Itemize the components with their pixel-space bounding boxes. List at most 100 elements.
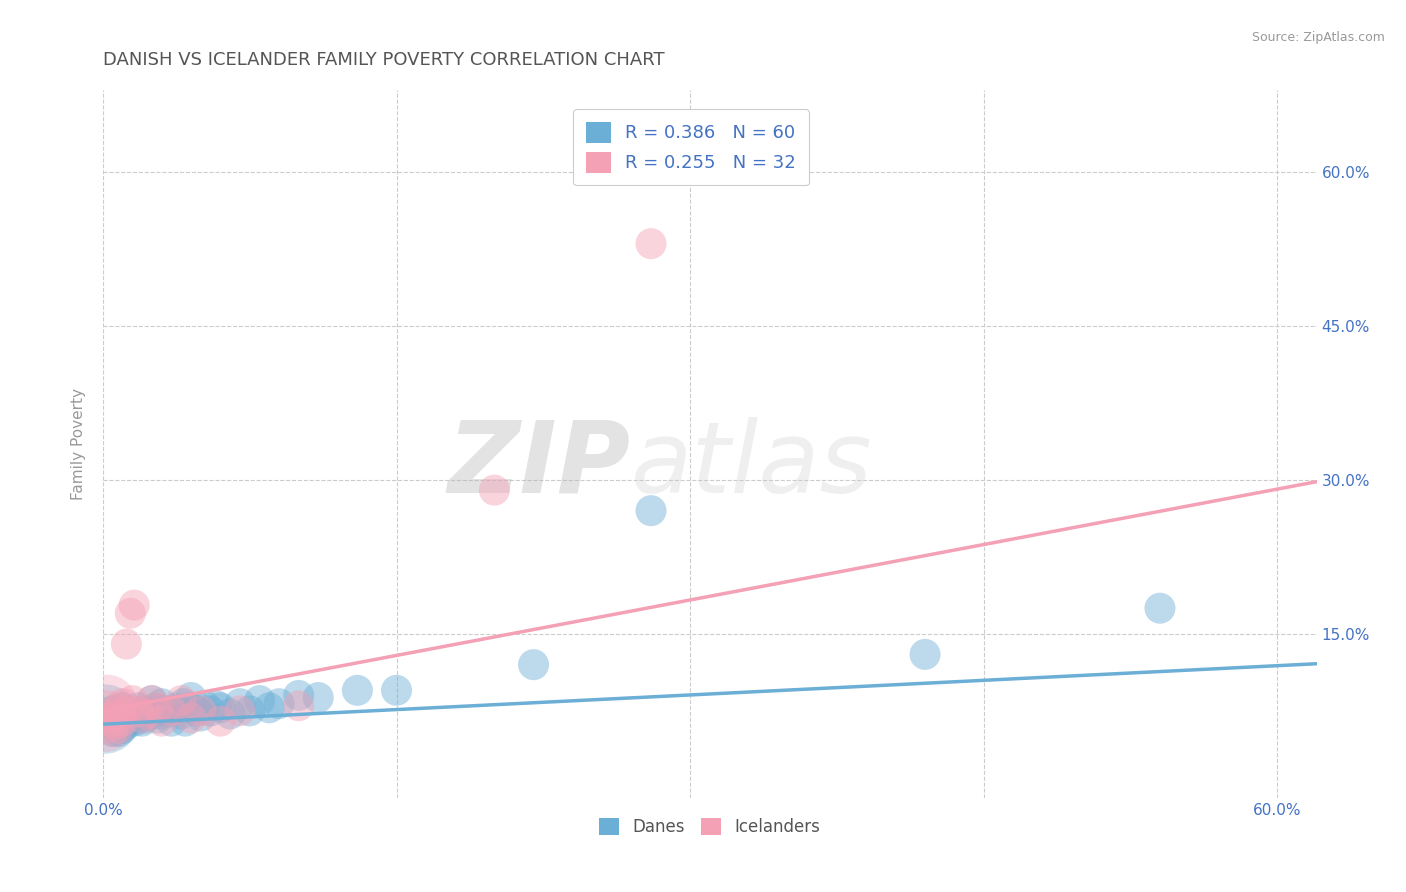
Point xyxy=(132,711,155,725)
Point xyxy=(166,700,188,714)
Point xyxy=(190,704,212,718)
Point xyxy=(170,706,193,721)
Point xyxy=(105,719,128,733)
Point xyxy=(640,236,662,251)
Point xyxy=(522,657,544,672)
Text: atlas: atlas xyxy=(631,417,873,514)
Point xyxy=(180,700,202,714)
Text: Source: ZipAtlas.com: Source: ZipAtlas.com xyxy=(1251,31,1385,45)
Point xyxy=(115,637,138,651)
Point xyxy=(307,690,329,705)
Point xyxy=(100,709,122,723)
Point xyxy=(111,711,134,725)
Point xyxy=(194,698,217,713)
Point xyxy=(239,704,262,718)
Point xyxy=(180,690,202,705)
Point xyxy=(142,706,165,721)
Point xyxy=(101,711,124,725)
Point xyxy=(162,704,184,718)
Point xyxy=(131,704,153,718)
Point xyxy=(186,704,208,718)
Point xyxy=(105,717,128,731)
Point xyxy=(101,714,124,728)
Point xyxy=(107,724,129,739)
Point xyxy=(209,700,232,714)
Point xyxy=(640,503,662,517)
Point xyxy=(190,709,212,723)
Point xyxy=(122,714,145,728)
Point xyxy=(115,706,138,721)
Point xyxy=(484,483,506,497)
Point xyxy=(135,706,157,721)
Point xyxy=(111,700,134,714)
Point xyxy=(94,714,117,728)
Point xyxy=(122,598,145,612)
Point xyxy=(94,712,117,726)
Point xyxy=(105,709,128,723)
Point xyxy=(97,714,120,728)
Point xyxy=(111,697,134,711)
Point xyxy=(146,700,169,714)
Point xyxy=(129,706,152,721)
Point xyxy=(141,693,163,707)
Point xyxy=(111,722,134,736)
Point xyxy=(141,693,163,707)
Text: DANISH VS ICELANDER FAMILY POVERTY CORRELATION CHART: DANISH VS ICELANDER FAMILY POVERTY CORRE… xyxy=(103,51,665,69)
Y-axis label: Family Poverty: Family Poverty xyxy=(72,388,86,500)
Point xyxy=(150,706,173,721)
Point xyxy=(1149,601,1171,615)
Point xyxy=(385,683,408,698)
Point xyxy=(120,711,142,725)
Point xyxy=(146,711,169,725)
Point xyxy=(150,714,173,728)
Point xyxy=(131,711,153,725)
Point xyxy=(170,693,193,707)
Point xyxy=(127,704,149,718)
Point xyxy=(96,722,118,736)
Point xyxy=(121,709,143,723)
Point xyxy=(287,689,309,703)
Legend: Danes, Icelanders: Danes, Icelanders xyxy=(592,812,827,843)
Point xyxy=(150,697,173,711)
Point xyxy=(110,706,132,721)
Point xyxy=(229,697,252,711)
Point xyxy=(219,706,242,721)
Point xyxy=(172,697,194,711)
Text: ZIP: ZIP xyxy=(449,417,631,514)
Point xyxy=(104,704,127,718)
Point xyxy=(110,719,132,733)
Point xyxy=(135,706,157,721)
Point xyxy=(115,717,138,731)
Point xyxy=(155,704,177,718)
Point xyxy=(120,607,142,621)
Point xyxy=(249,693,271,707)
Point xyxy=(117,704,139,718)
Point xyxy=(96,698,118,713)
Point xyxy=(107,722,129,736)
Point xyxy=(101,724,124,739)
Point xyxy=(111,714,134,728)
Point xyxy=(346,683,368,698)
Point xyxy=(101,704,124,718)
Point xyxy=(117,714,139,728)
Point xyxy=(141,704,163,718)
Point xyxy=(160,714,183,728)
Point xyxy=(121,693,143,707)
Point xyxy=(131,714,153,728)
Point xyxy=(205,698,228,713)
Point xyxy=(287,698,309,713)
Point xyxy=(914,648,936,662)
Point xyxy=(267,697,290,711)
Point xyxy=(160,704,183,718)
Point xyxy=(200,704,222,718)
Point xyxy=(229,704,252,718)
Point xyxy=(145,700,167,714)
Point xyxy=(127,711,149,725)
Point xyxy=(259,700,281,714)
Point xyxy=(174,714,197,728)
Point xyxy=(127,700,149,714)
Point xyxy=(209,714,232,728)
Point xyxy=(101,724,124,739)
Point xyxy=(110,706,132,721)
Point xyxy=(107,700,129,714)
